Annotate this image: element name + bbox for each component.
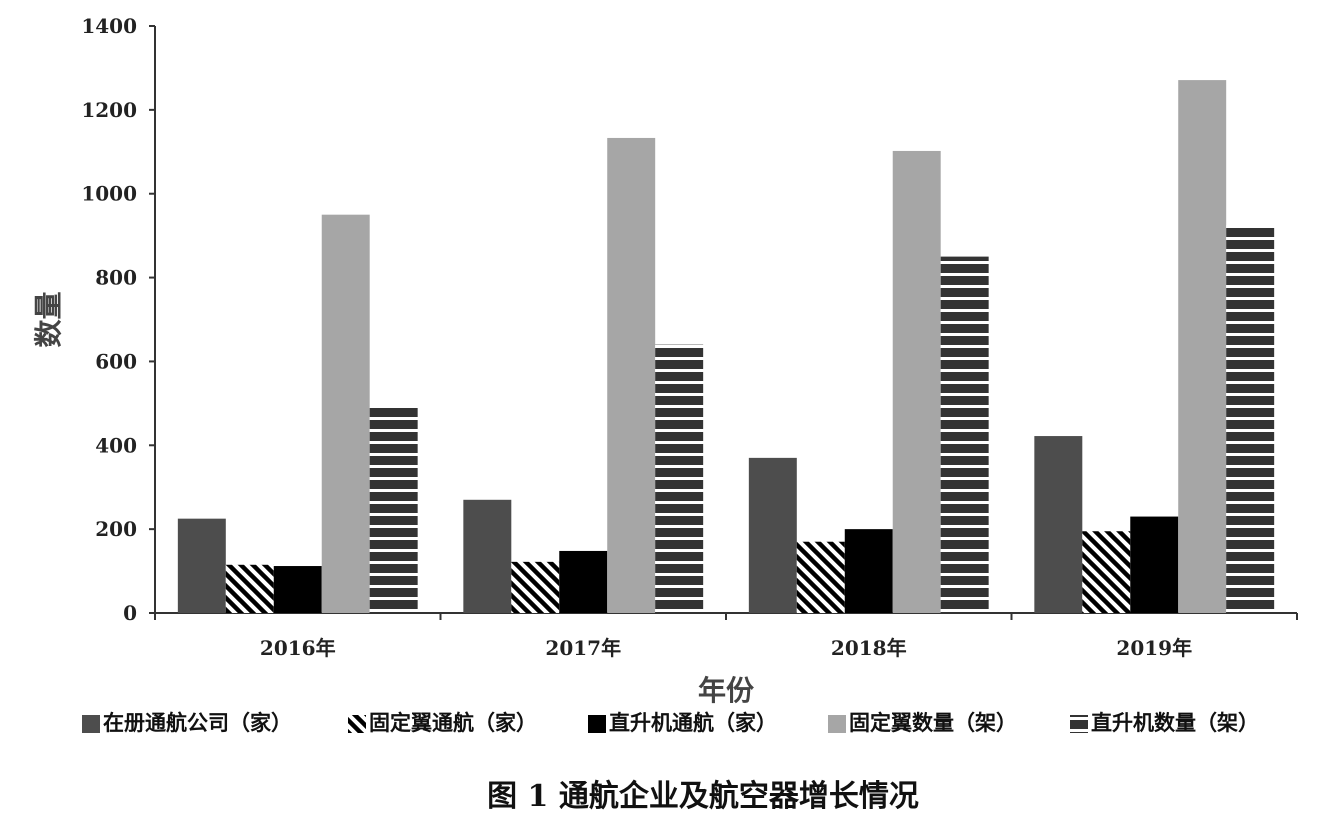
bar xyxy=(940,256,989,613)
x-axis: 2016年 2017年 2018年 2019年 xyxy=(154,612,1298,660)
bar xyxy=(273,566,322,613)
bar xyxy=(655,344,704,613)
y-tick-label: 1200 xyxy=(81,98,137,122)
legend-swatch xyxy=(828,715,846,733)
bar xyxy=(1082,531,1131,613)
bar xyxy=(844,529,893,613)
legend-swatch xyxy=(348,715,366,733)
y-tick-label: 600 xyxy=(95,349,137,373)
bar xyxy=(321,214,370,613)
y-tick-label: 1000 xyxy=(81,182,137,206)
x-tick-label: 2018年 xyxy=(831,636,907,660)
y-axis-title: 数量 xyxy=(32,291,65,347)
y-tick-label: 800 xyxy=(95,266,137,290)
bar xyxy=(225,564,274,613)
legend-swatch xyxy=(82,715,100,733)
bars xyxy=(177,80,1275,614)
bar xyxy=(1178,80,1227,613)
legend-label: 固定翼通航（家） xyxy=(369,710,537,735)
x-tick-label: 2019年 xyxy=(1116,636,1192,660)
y-tick-label: 1400 xyxy=(81,14,137,38)
legend-swatch xyxy=(588,715,606,733)
x-axis-title: 年份 xyxy=(698,674,754,707)
bar xyxy=(748,457,797,613)
legend-label: 固定翼数量（架） xyxy=(849,710,1017,735)
x-tick-label: 2016年 xyxy=(260,636,336,660)
bar xyxy=(1034,436,1083,613)
bar xyxy=(559,550,608,613)
bar xyxy=(463,499,512,613)
bar xyxy=(607,137,656,613)
bar xyxy=(892,150,941,613)
bar xyxy=(1130,516,1179,613)
legend-swatch xyxy=(1070,715,1088,733)
y-tick-label: 0 xyxy=(123,601,137,625)
legend-label: 在册通航公司（家） xyxy=(103,710,292,735)
bar xyxy=(369,407,418,613)
y-tick-label: 200 xyxy=(95,517,137,541)
bar xyxy=(796,541,845,613)
legend-label: 直升机数量（架） xyxy=(1091,710,1259,735)
bar xyxy=(177,518,226,613)
legend-label: 直升机通航（家） xyxy=(609,710,777,735)
y-axis: 0 200 400 600 800 1000 1200 1400 xyxy=(81,14,156,625)
bar xyxy=(511,561,560,613)
figure-caption: 图 1 通航企业及航空器增长情况 xyxy=(487,779,919,814)
x-tick-label: 2017年 xyxy=(545,636,621,660)
bar xyxy=(1226,225,1275,614)
legend: 在册通航公司（家） 固定翼通航（家） 直升机通航（家） 固定翼数量（架） 直升机数量（架… xyxy=(82,710,1259,735)
y-tick-label: 400 xyxy=(95,433,137,457)
